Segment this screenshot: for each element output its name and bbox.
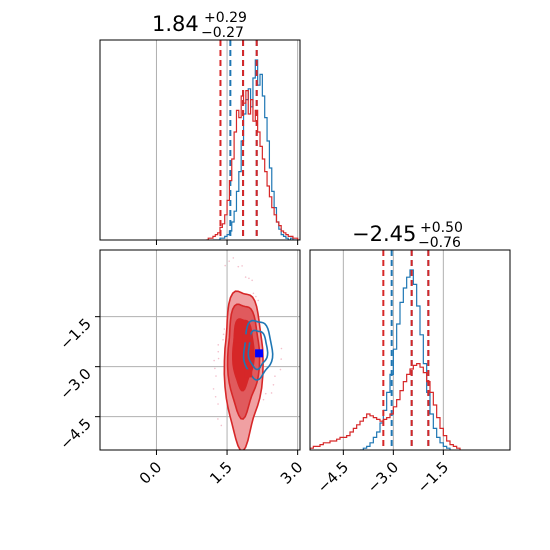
panel-top-series bbox=[205, 40, 300, 240]
panel-top-histogram: 1.84 +0.29 −0.27 bbox=[99, 10, 301, 245]
panel-top-title-value: 1.84 bbox=[152, 12, 199, 36]
sample-point bbox=[224, 264, 226, 267]
sample-point bbox=[217, 357, 220, 360]
sample-point bbox=[217, 350, 220, 353]
sample-point bbox=[257, 299, 260, 302]
y-tick-label-2d-0: −1.5 bbox=[56, 315, 94, 353]
panel-top-title-minus: −0.27 bbox=[201, 25, 244, 41]
sample-point bbox=[237, 265, 240, 268]
sample-point bbox=[252, 292, 255, 295]
x-tick-label-2d-2: 3.0 bbox=[277, 458, 307, 488]
contour-blue-level-0 bbox=[242, 319, 274, 381]
panel-bottom-frame bbox=[309, 249, 511, 451]
sample-point bbox=[280, 347, 283, 350]
marker-red-3 bbox=[244, 369, 253, 378]
sample-point bbox=[217, 403, 219, 405]
sample-point bbox=[217, 418, 219, 420]
histogram-red bbox=[205, 90, 300, 240]
panel-2d-series bbox=[212, 257, 283, 450]
panel-bottom-title-plus: +0.50 bbox=[420, 220, 463, 236]
sample-point bbox=[262, 398, 265, 401]
histogram-red bbox=[310, 363, 461, 450]
sample-point bbox=[272, 384, 275, 386]
sample-point bbox=[223, 328, 226, 330]
sample-point bbox=[264, 392, 267, 395]
sample-point bbox=[232, 257, 235, 259]
sample-point bbox=[279, 368, 282, 371]
sample-point bbox=[222, 339, 224, 341]
panel-top-background bbox=[100, 40, 300, 240]
panel-top-ticks bbox=[155, 240, 299, 245]
panel-bottom-histogram: −4.5 −3.0 −1.5 −2.45 +0.50 −0.76 bbox=[309, 220, 511, 497]
marker-red-1 bbox=[242, 334, 251, 343]
sample-point bbox=[213, 359, 215, 362]
sample-point bbox=[214, 367, 216, 370]
sample-point bbox=[212, 388, 215, 390]
histogram-blue bbox=[360, 269, 451, 450]
sample-point bbox=[215, 375, 217, 377]
panel-bottom-series bbox=[310, 250, 461, 450]
panel-top-title-plus: +0.29 bbox=[204, 10, 247, 26]
sample-point bbox=[241, 265, 243, 267]
x-tick-label-bottom-2: −1.5 bbox=[414, 458, 452, 496]
y-tick-label-2d-2: −4.5 bbox=[56, 415, 94, 453]
sample-point bbox=[222, 333, 225, 336]
x-tick-label-2d-1: 1.5 bbox=[206, 458, 236, 488]
sample-point bbox=[228, 260, 230, 262]
panel-bottom-title-value: −2.45 bbox=[352, 222, 416, 246]
panel-top-frame bbox=[99, 39, 301, 241]
sample-point bbox=[270, 392, 273, 394]
sample-point bbox=[214, 395, 217, 398]
x-tick-label-bottom-0: −4.5 bbox=[314, 458, 352, 496]
sample-point bbox=[274, 375, 276, 377]
panel-bottom-ticks: −4.5 −3.0 −1.5 bbox=[314, 450, 452, 497]
sample-point bbox=[220, 424, 223, 427]
panel-bottom-background bbox=[310, 250, 510, 450]
panel-2d-background bbox=[100, 250, 300, 450]
y-tick-label-2d-1: −3.0 bbox=[56, 365, 94, 403]
sample-point bbox=[280, 358, 283, 360]
sample-point bbox=[244, 276, 247, 278]
x-tick-label-2d-0: 0.0 bbox=[136, 458, 166, 488]
panel-2d-frame bbox=[99, 249, 301, 451]
marker-marker-0 bbox=[255, 349, 264, 358]
sample-point bbox=[248, 277, 250, 280]
sample-point bbox=[255, 295, 257, 298]
contour-blue-level-1 bbox=[247, 329, 269, 371]
panel-bottom-title-minus: −0.76 bbox=[418, 235, 461, 251]
panel-2d-contour: 0.0 1.5 3.0 −1.5 −3.0 −4.5 bbox=[56, 249, 307, 488]
x-tick-label-bottom-1: −3.0 bbox=[364, 458, 402, 496]
sample-point bbox=[217, 344, 220, 346]
sample-point bbox=[251, 279, 253, 282]
marker-red-2 bbox=[234, 342, 243, 351]
